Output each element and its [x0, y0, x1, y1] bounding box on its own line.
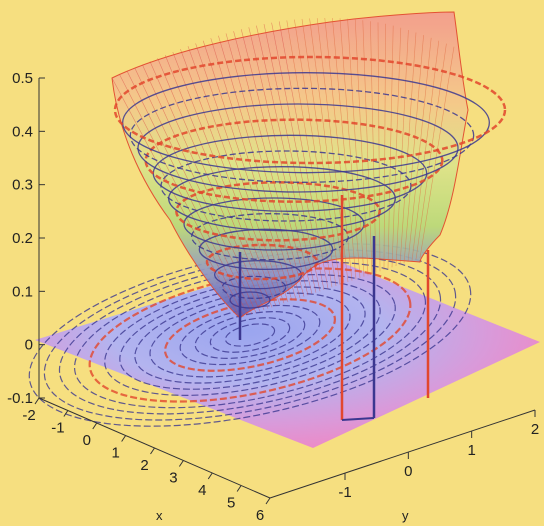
x-tick-mark [236, 485, 242, 492]
z-tick-label: 0.2 [12, 230, 33, 247]
x-tick-mark [150, 447, 155, 455]
y-tick-label: 1 [467, 442, 475, 459]
z-tick-label: 0.1 [12, 283, 33, 300]
z-tick-label: 0.3 [12, 177, 33, 194]
y-axis-ticks: -1 0 1 2 [338, 410, 539, 501]
z-tick-label: 0.4 [12, 123, 33, 140]
x-tick-label: -2 [22, 407, 35, 424]
x-tick-label: 3 [169, 470, 177, 487]
x-axis-label: x [156, 508, 163, 523]
x-tick-label: 4 [198, 482, 206, 499]
surface-contours [113, 55, 507, 309]
x-tick-mark [34, 397, 40, 405]
x-tick-label: -1 [51, 420, 64, 437]
y-tick-label: -1 [338, 484, 351, 501]
y-axis-line [269, 409, 536, 499]
x-tick-label: 0 [83, 432, 91, 449]
x-tick-mark [207, 472, 213, 480]
y-tick-label: 2 [531, 421, 539, 438]
drop-lines [238, 195, 430, 421]
x-tick-mark [63, 410, 69, 417]
x-tick-label: 6 [256, 507, 264, 524]
y-tick-label: 0 [404, 463, 412, 480]
x-tick-label: 1 [111, 445, 119, 462]
y-axis-label: y [402, 508, 409, 523]
x-tick-mark [92, 422, 98, 430]
x-tick-mark [178, 460, 184, 467]
x-axis-ticks: -2 -1 0 1 2 3 4 5 6 [22, 397, 271, 524]
z-tick-label: 0.5 [12, 70, 33, 87]
x-tick-mark [121, 435, 127, 442]
surface-mesh [111, 11, 469, 319]
x-tick-label: 5 [227, 495, 235, 512]
x-tick-mark [265, 497, 271, 505]
z-tick-label: -0.1 [7, 390, 33, 407]
z-tick-label: 0 [25, 337, 33, 354]
x-tick-label: 2 [140, 457, 148, 474]
z-axis-ticks: 0.5 0.4 0.3 0.2 0.1 0 -0.1 [7, 70, 45, 407]
